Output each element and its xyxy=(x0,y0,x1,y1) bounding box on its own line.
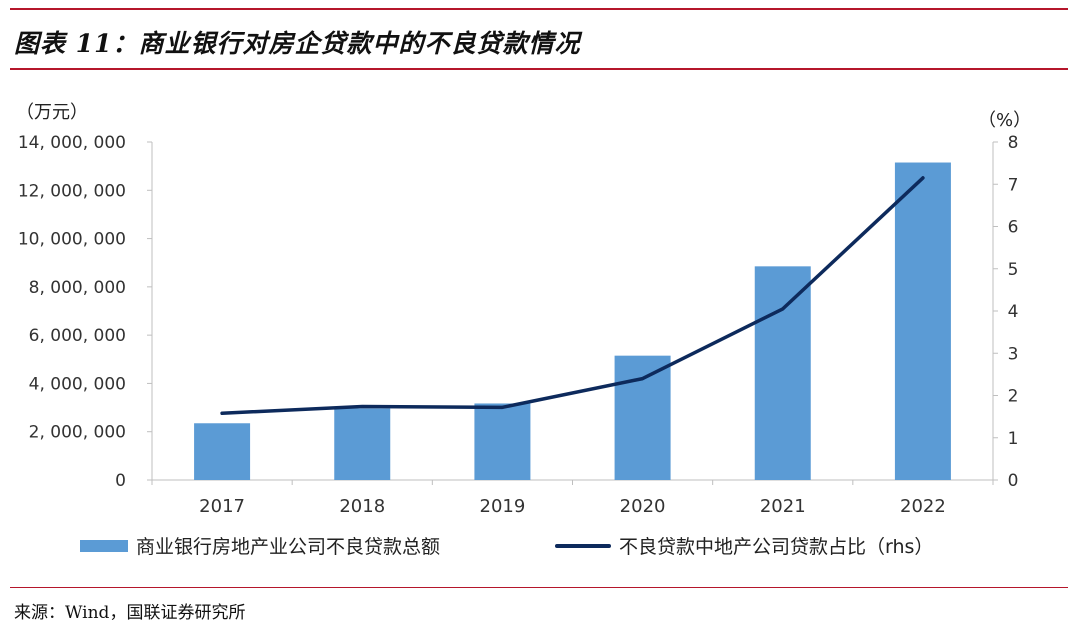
line-point xyxy=(500,405,504,409)
left-tick-label: 14, 000, 000 xyxy=(18,133,126,153)
source-note: 来源：Wind，国联证券研究所 xyxy=(14,603,246,623)
left-tick-label: 6, 000, 000 xyxy=(29,326,126,346)
right-tick-label: 2 xyxy=(1008,387,1019,407)
left-tick-label: 8, 000, 000 xyxy=(29,278,126,298)
right-axis-unit: （%） xyxy=(978,110,1032,131)
left-tick-label: 10, 000, 000 xyxy=(18,230,126,250)
legend-line-label: 不良贷款中地产公司贷款占比（rhs） xyxy=(619,536,934,558)
chart-title: 图表 11：商业银行对房企贷款中的不良贷款情况 xyxy=(14,29,581,58)
right-tick-label: 0 xyxy=(1008,471,1019,491)
bar xyxy=(334,408,391,480)
top-rule xyxy=(10,8,1068,10)
left-axis-unit: （万元） xyxy=(16,102,88,123)
right-tick-label: 5 xyxy=(1008,260,1019,280)
title-rule xyxy=(10,68,1068,70)
line-series-path xyxy=(220,176,925,415)
line-point xyxy=(781,307,785,311)
left-tick-label: 0 xyxy=(115,471,126,491)
legend-bar-swatch xyxy=(80,539,128,552)
bar xyxy=(194,423,251,480)
bar xyxy=(754,266,811,480)
legend-line-swatch xyxy=(555,543,611,548)
x-tick-label: 2019 xyxy=(480,496,526,517)
footer-rule xyxy=(10,587,1068,588)
legend-bar: 商业银行房地产业公司不良贷款总额 xyxy=(80,532,440,559)
bar xyxy=(614,355,671,480)
bar xyxy=(894,162,951,480)
left-tick-label: 4, 000, 000 xyxy=(29,374,126,394)
x-tick-label: 2017 xyxy=(199,496,245,517)
right-tick-label: 7 xyxy=(1008,175,1019,195)
legend-bar-label: 商业银行房地产业公司不良贷款总额 xyxy=(136,536,441,558)
right-tick-label: 6 xyxy=(1008,218,1019,238)
x-tick-label: 2020 xyxy=(620,496,666,517)
legend-line: 不良贷款中地产公司贷款占比（rhs） xyxy=(555,532,933,559)
right-tick-label: 8 xyxy=(1008,133,1019,153)
line-point xyxy=(220,411,224,415)
x-tick-label: 2022 xyxy=(900,496,946,517)
line-point xyxy=(641,377,645,381)
x-tick-label: 2021 xyxy=(760,496,806,517)
x-tick-label: 2018 xyxy=(339,496,385,517)
line-point xyxy=(360,404,364,408)
bar xyxy=(474,403,531,480)
right-tick-label: 4 xyxy=(1008,302,1019,322)
left-tick-label: 12, 000, 000 xyxy=(18,181,126,201)
line-point xyxy=(921,176,925,180)
left-tick-label: 2, 000, 000 xyxy=(29,423,126,443)
right-tick-label: 1 xyxy=(1008,429,1019,449)
right-tick-label: 3 xyxy=(1008,344,1019,364)
